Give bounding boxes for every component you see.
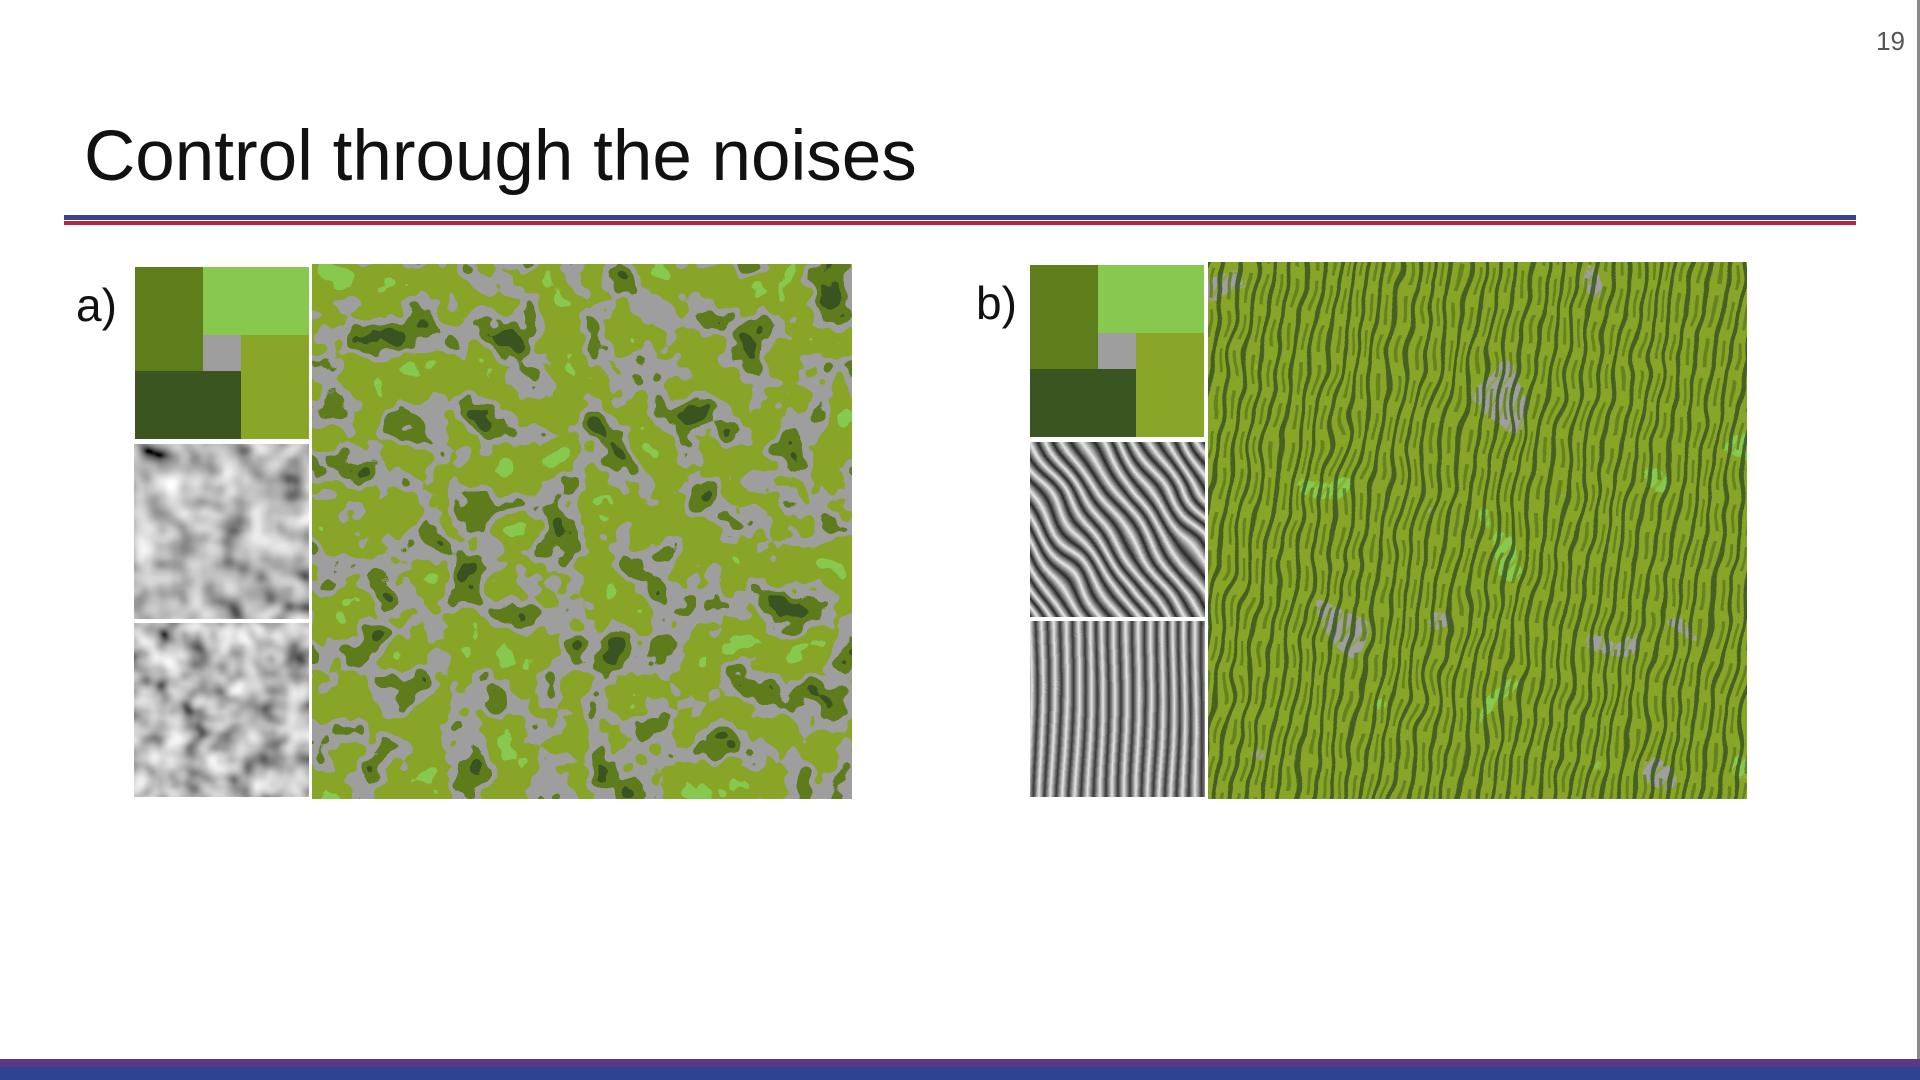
title-rule-red <box>64 221 1856 225</box>
palette-swatch <box>1030 369 1136 437</box>
palette-swatch <box>241 335 309 439</box>
panel-b-label: b) <box>976 277 1017 329</box>
panel-a-noise-2-svg <box>134 623 309 797</box>
slide-right-edge <box>1917 0 1920 1080</box>
title-rule-blue <box>64 215 1856 220</box>
panel-b-noise-1 <box>1030 442 1205 617</box>
panel-b-texture-svg <box>1208 262 1747 799</box>
panel-b-noise-1-svg <box>1030 442 1205 617</box>
panel-a-noise-1 <box>134 444 309 619</box>
panel-a-palette-svg <box>135 267 309 439</box>
palette-swatch <box>1136 333 1204 437</box>
panel-a-texture-svg <box>312 264 852 799</box>
slide-title: Control through the noises <box>84 117 917 196</box>
panel-a-label: a) <box>76 279 117 331</box>
palette-swatch <box>203 335 241 371</box>
panel-a-texture <box>312 264 852 799</box>
panel-a-palette <box>135 267 309 439</box>
page-number: 19 <box>1876 26 1905 56</box>
panel-a-noise-2 <box>134 623 309 797</box>
panel-b-noise-2 <box>1030 621 1205 797</box>
panel-b-noise-2-svg <box>1030 621 1205 797</box>
footer-bar-purple <box>0 1059 1920 1067</box>
panel-a-noise-1-svg <box>134 444 309 619</box>
palette-swatch <box>1098 333 1136 369</box>
palette-swatch <box>1098 265 1204 333</box>
footer-bar-blue <box>0 1067 1920 1080</box>
panel-b-palette <box>1030 265 1204 437</box>
panel-b-palette-svg <box>1030 265 1204 437</box>
panel-b-texture <box>1208 262 1747 799</box>
palette-swatch <box>203 267 309 335</box>
palette-swatch <box>135 267 203 371</box>
palette-swatch <box>135 371 241 439</box>
palette-swatch <box>1030 265 1098 369</box>
